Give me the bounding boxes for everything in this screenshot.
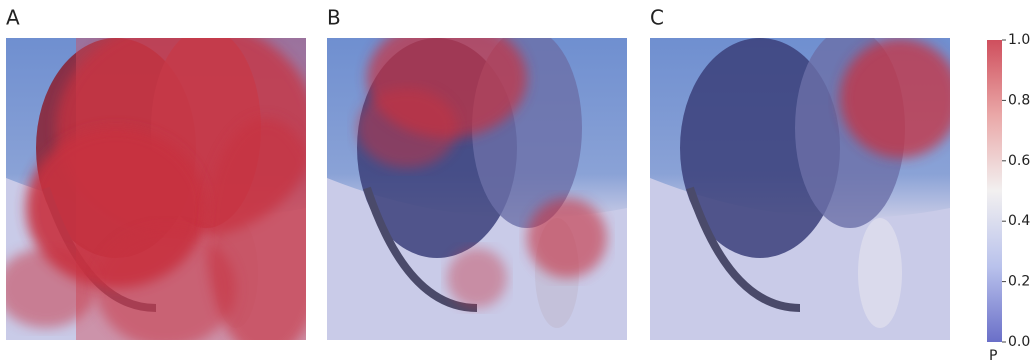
panel-content — [650, 28, 960, 340]
panel-label: C — [650, 6, 664, 30]
colorbar-tick-label: 0.2 — [1008, 274, 1030, 290]
attention-blob — [96, 228, 236, 348]
attention-blob — [447, 248, 507, 308]
attention-blob — [0, 248, 96, 328]
panel-label: A — [6, 6, 20, 30]
attention-blob — [206, 118, 326, 358]
figure: A B C 0.0 0.2 0.4 0.6 0.8 1.0 P — [0, 0, 1036, 364]
attention-blob — [840, 38, 960, 158]
attention-blob — [527, 198, 607, 278]
panel-label: B — [327, 6, 341, 30]
colorbar-tick-label: 0.8 — [1008, 92, 1030, 108]
attention-blob — [357, 88, 457, 168]
heatmap-panel — [0, 18, 326, 358]
panel-content — [0, 18, 326, 358]
colorbar-tick-label: 0.6 — [1008, 153, 1030, 169]
heatmap-panel — [650, 28, 960, 340]
colorbar-tick-label: 1.0 — [1008, 32, 1030, 48]
bird — [858, 218, 902, 328]
page: ABC 0.00.20.40.60.81.0P (() => { const d… — [0, 0, 1036, 364]
colorbar-tick-label: 0.4 — [1008, 213, 1030, 229]
panel-content — [327, 18, 627, 340]
heatmap-panel — [327, 18, 627, 340]
colorbar-tick-label: 0.0 — [1008, 334, 1030, 350]
colorbar — [987, 40, 1002, 342]
colorbar-label: P — [989, 348, 997, 364]
